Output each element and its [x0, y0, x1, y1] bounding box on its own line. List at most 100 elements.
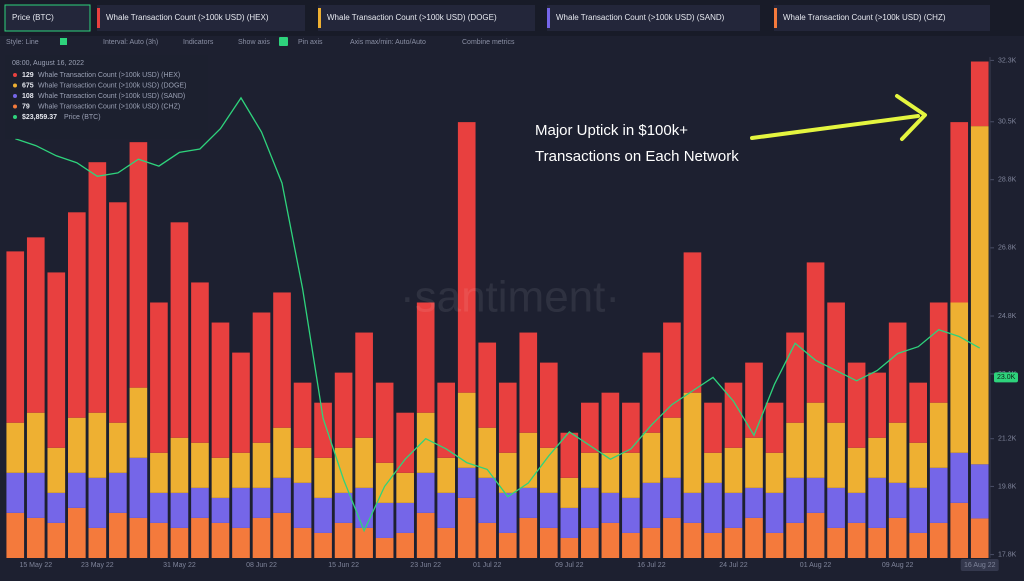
bar-segment: [622, 497, 640, 533]
bar-segment: [765, 452, 784, 493]
toolbar-item[interactable]: Show axis: [238, 39, 270, 46]
x-tick-label: 31 May 22: [163, 562, 196, 569]
bar-segment: [88, 412, 107, 478]
bar-segment: [232, 487, 250, 528]
tab[interactable]: [97, 5, 305, 31]
tab-label[interactable]: Whale Transaction Count (>100k USD) (HEX…: [106, 13, 269, 22]
bar-segment: [581, 452, 599, 488]
bar-segment: [437, 492, 456, 528]
bar-segment: [191, 517, 209, 558]
bar-segment: [26, 412, 45, 473]
bar-segment: [704, 452, 722, 483]
bar-segment: [129, 457, 148, 518]
bar-segment: [129, 142, 148, 388]
bar-segment: [170, 527, 189, 558]
tab-label[interactable]: Whale Transaction Count (>100k USD) (SAN…: [556, 13, 725, 22]
bar-segment: [663, 417, 681, 478]
bar-segment: [191, 487, 209, 518]
x-tick-label: 16 Jul 22: [637, 562, 666, 569]
bar-segment: [806, 477, 825, 513]
bar-segment: [334, 492, 353, 523]
watermark: ·santiment·: [400, 273, 620, 322]
legend-label: Whale Transaction Count (>100k USD) (DOG…: [38, 82, 186, 89]
bar-segment: [26, 517, 45, 558]
legend-label: Whale Transaction Count (>100k USD) (HEX…: [38, 72, 180, 79]
bar-segment: [273, 477, 291, 513]
checkbox[interactable]: [279, 37, 288, 46]
bar-segment: [724, 382, 743, 448]
bar-segment: [970, 126, 989, 465]
tab-swatch: [774, 8, 777, 28]
price-badge-label: 23.0K: [997, 374, 1016, 381]
y2-tick-label: 21.2K: [998, 436, 1017, 443]
bar-segment: [970, 518, 989, 558]
y2-tick-label: 28.8K: [998, 177, 1017, 184]
bar-segment: [929, 402, 948, 468]
toolbar-item[interactable]: Pin axis: [298, 39, 323, 46]
toolbar-item[interactable]: Indicators: [183, 39, 214, 46]
x-tick-label: 01 Aug 22: [800, 562, 832, 569]
x-tick-label: 09 Jul 22: [555, 562, 584, 569]
bar-segment: [704, 482, 722, 533]
bar-segment: [252, 517, 271, 558]
tab[interactable]: [4, 4, 91, 32]
bar-segment: [150, 492, 168, 523]
bar-segment: [170, 437, 189, 493]
bar-segment: [847, 522, 866, 558]
toolbar-item[interactable]: Combine metrics: [462, 39, 515, 46]
bar-segment: [765, 532, 784, 558]
bar-segment: [314, 497, 332, 533]
bar-segment: [252, 442, 271, 488]
bar-segment: [622, 402, 640, 453]
toolbar-item[interactable]: Axis max/min: Auto/Auto: [350, 39, 426, 46]
toolbar-item[interactable]: Style: Line: [6, 39, 39, 46]
bar-segment: [539, 362, 558, 448]
tab[interactable]: [547, 5, 760, 31]
bar-segment: [868, 437, 886, 478]
tab-label[interactable]: Price (BTC): [12, 13, 54, 22]
legend-label: Price (BTC): [64, 114, 101, 121]
bar-segment: [6, 422, 25, 473]
color-swatch[interactable]: [60, 38, 67, 45]
bar-segment: [191, 282, 209, 443]
bar-segment: [765, 492, 784, 533]
tab-label[interactable]: Whale Transaction Count (>100k USD) (CHZ…: [783, 13, 946, 22]
tab[interactable]: [318, 5, 535, 31]
bar-segment: [109, 422, 127, 473]
bar-segment: [375, 462, 394, 503]
bar-segment: [498, 382, 517, 453]
bar-segment: [273, 512, 291, 558]
bar-segment: [847, 492, 866, 523]
bar-segment: [970, 464, 989, 519]
bar-segment: [519, 487, 538, 518]
bar-segment: [601, 492, 620, 523]
tab[interactable]: [774, 5, 990, 31]
y2-tick-label: 17.8K: [998, 551, 1017, 558]
bar-segment: [622, 532, 640, 558]
bar-segment: [560, 432, 579, 478]
bar-segment: [314, 532, 332, 558]
tab-label[interactable]: Whale Transaction Count (>100k USD) (DOG…: [327, 13, 497, 22]
bar-segment: [888, 517, 907, 558]
bar-segment: [416, 472, 435, 513]
bar-segment: [129, 517, 148, 558]
bar-segment: [539, 527, 558, 558]
bar-segment: [457, 467, 476, 498]
y2-tick-label: 19.8K: [998, 483, 1017, 490]
x-tick-label: 24 Jul 22: [719, 562, 748, 569]
bar-segment: [724, 527, 743, 558]
bar-segment: [827, 487, 845, 528]
bar-segment: [519, 332, 538, 433]
bar-segment: [847, 362, 866, 448]
bar-segment: [355, 332, 373, 438]
bar-segment: [26, 472, 45, 518]
bar-segment: [211, 457, 230, 498]
bar-segment: [847, 447, 866, 493]
bar-segment: [806, 512, 825, 558]
toolbar-item[interactable]: Interval: Auto (3h): [103, 39, 158, 46]
legend-dot: [13, 115, 17, 119]
bar-segment: [457, 122, 476, 393]
bar-segment: [334, 522, 353, 558]
x-tick-label: 08 Jun 22: [246, 562, 277, 569]
bar-segment: [950, 122, 969, 303]
